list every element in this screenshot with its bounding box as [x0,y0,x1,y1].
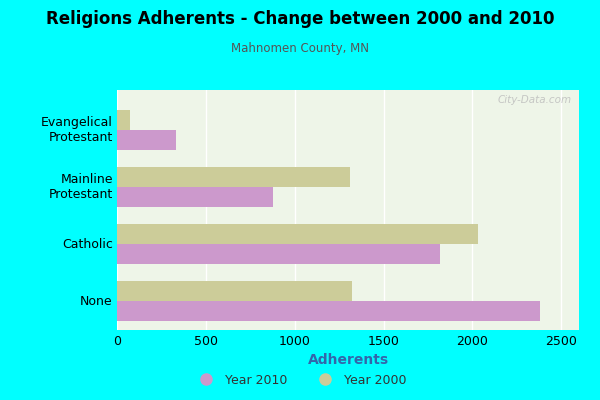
Text: City-Data.com: City-Data.com [498,95,572,105]
Bar [117,187,274,207]
Bar [117,110,130,130]
Legend: Year 2010, Year 2000: Year 2010, Year 2000 [189,369,411,392]
Bar [117,167,350,187]
Bar [117,302,540,322]
Text: Mahnomen County, MN: Mahnomen County, MN [231,42,369,55]
Bar [117,224,478,244]
Bar [117,244,440,264]
Bar [117,282,352,302]
Text: Religions Adherents - Change between 2000 and 2010: Religions Adherents - Change between 200… [46,10,554,28]
X-axis label: Adherents: Adherents [307,354,389,368]
Bar [117,130,176,150]
